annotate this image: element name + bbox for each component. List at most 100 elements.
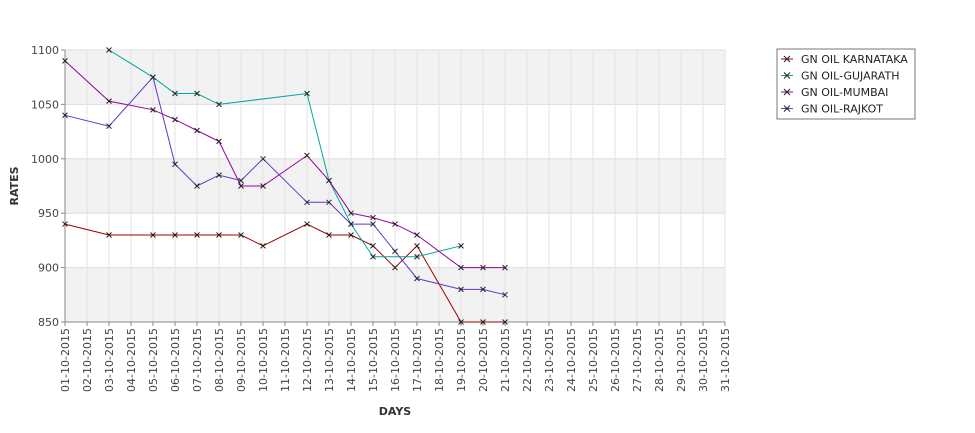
x-tick-label: 07-10-2015 xyxy=(191,328,204,392)
legend-label: GN OIL KARNATAKA xyxy=(801,53,908,66)
marker-stroke xyxy=(458,286,464,293)
data-point xyxy=(150,74,156,81)
data-point xyxy=(370,242,376,249)
data-point xyxy=(304,152,310,159)
series-layer xyxy=(62,47,508,325)
x-tick-label: 03-10-2015 xyxy=(103,328,116,392)
data-point xyxy=(194,232,200,238)
data-point xyxy=(304,199,310,206)
y-tick-label: 950 xyxy=(38,207,59,220)
data-point xyxy=(304,90,310,97)
data-point xyxy=(458,242,464,249)
marker-stroke xyxy=(194,232,200,238)
x-tick-label: 28-10-2015 xyxy=(653,328,666,392)
marker-stroke xyxy=(392,264,398,271)
marker-stroke xyxy=(216,138,222,145)
x-tick-label: 15-10-2015 xyxy=(367,328,380,392)
data-point xyxy=(326,177,332,184)
data-point xyxy=(304,221,310,227)
marker-stroke xyxy=(480,264,486,271)
series-group xyxy=(62,74,508,298)
x-tick-label: 02-10-2015 xyxy=(81,328,94,392)
marker-stroke xyxy=(150,106,156,113)
marker-stroke xyxy=(106,123,112,130)
x-tick-label: 12-10-2015 xyxy=(301,328,314,392)
x-tick-label: 13-10-2015 xyxy=(323,328,336,392)
data-point xyxy=(172,116,178,123)
legend-label: GN OIL-MUMBAI xyxy=(801,86,888,99)
x-tick-label: 31-10-2015 xyxy=(719,328,732,392)
marker-stroke xyxy=(238,177,244,184)
data-point xyxy=(326,199,332,206)
x-tick-label: 09-10-2015 xyxy=(235,328,248,392)
marker-stroke xyxy=(502,319,508,325)
data-point xyxy=(260,183,266,189)
legend: GN OIL KARNATAKA GN OIL-GUJARATH GN OIL-MU… xyxy=(776,48,916,120)
data-point xyxy=(216,232,222,238)
legend-label: GN OIL-GUJARATH xyxy=(801,70,899,83)
data-point xyxy=(106,47,112,53)
x-axis-title: DAYS xyxy=(379,405,412,418)
x-tick-label: 05-10-2015 xyxy=(147,328,160,392)
data-point xyxy=(216,172,222,178)
marker-stroke xyxy=(172,232,178,238)
marker-stroke xyxy=(414,253,420,260)
marker-stroke xyxy=(106,98,112,104)
marker-stroke xyxy=(783,105,791,112)
marker-stroke xyxy=(458,264,464,271)
x-tick-label: 04-10-2015 xyxy=(125,328,138,392)
marker-stroke xyxy=(783,72,791,79)
marker-stroke xyxy=(216,101,222,108)
marker-stroke xyxy=(370,242,376,249)
data-point xyxy=(62,58,68,64)
x-tick-label: 24-10-2015 xyxy=(565,328,578,392)
x-tick-label: 26-10-2015 xyxy=(609,328,622,392)
marker-stroke xyxy=(370,253,376,260)
marker-stroke xyxy=(304,90,310,97)
marker-stroke xyxy=(370,221,376,227)
legend-marker xyxy=(783,72,791,79)
marker-stroke xyxy=(326,232,332,238)
marker-stroke xyxy=(194,183,200,189)
x-tick-label: 22-10-2015 xyxy=(521,328,534,392)
legend-item: GN OIL KARNATAKA xyxy=(781,53,908,66)
data-point xyxy=(238,183,244,189)
marker-stroke xyxy=(62,58,68,64)
data-point xyxy=(414,275,420,282)
legend-marker xyxy=(783,88,791,96)
legend-item: GN OIL-RAJKOT xyxy=(781,103,883,116)
marker-stroke xyxy=(150,74,156,81)
marker-stroke xyxy=(304,221,310,227)
data-point xyxy=(62,112,68,119)
marker-stroke xyxy=(194,90,200,97)
marker-stroke xyxy=(414,232,420,238)
marker-stroke xyxy=(260,242,266,249)
marker-stroke xyxy=(480,286,486,293)
marker-stroke xyxy=(106,47,112,53)
data-point xyxy=(502,319,508,325)
data-point xyxy=(348,221,354,227)
legend-label: GN OIL-RAJKOT xyxy=(801,103,883,116)
data-point xyxy=(260,242,266,249)
x-tick-label: 08-10-2015 xyxy=(213,328,226,392)
x-tick-label: 18-10-2015 xyxy=(433,328,446,392)
marker-stroke xyxy=(216,172,222,178)
x-tick-label: 21-10-2015 xyxy=(499,328,512,392)
y-axis-title: RATES xyxy=(8,166,21,205)
x-tick-label: 14-10-2015 xyxy=(345,328,358,392)
marker-stroke xyxy=(172,90,178,97)
marker-stroke xyxy=(62,221,68,227)
data-point xyxy=(106,232,112,238)
data-point xyxy=(150,106,156,113)
data-point xyxy=(216,101,222,108)
data-point xyxy=(194,127,200,134)
x-tick-label: 01-10-2015 xyxy=(59,328,72,392)
x-tick-label: 25-10-2015 xyxy=(587,328,600,392)
data-point xyxy=(480,319,486,325)
marker-stroke xyxy=(502,291,508,298)
data-point xyxy=(172,232,178,238)
x-tick-label: 11-10-2015 xyxy=(279,328,292,392)
y-tick-label: 900 xyxy=(38,262,59,275)
legend-item: GN OIL-MUMBAI xyxy=(781,86,888,99)
